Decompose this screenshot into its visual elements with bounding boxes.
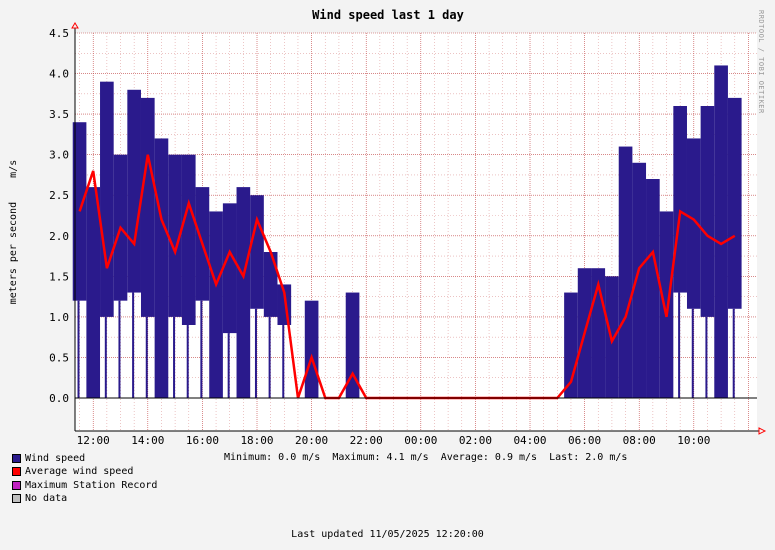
x-tick-label: 08:00 <box>623 434 656 447</box>
wind-speed-bar <box>72 122 87 301</box>
wind-speed-bar <box>714 65 728 398</box>
wind-speed-gust <box>678 292 681 398</box>
legend-swatch <box>12 494 21 504</box>
legend-label: Wind speed <box>25 453 86 464</box>
wind-speed-bar <box>673 106 687 293</box>
x-tick-label: 02:00 <box>459 434 492 447</box>
legend: Wind speed Average wind speed Maximum St… <box>12 452 157 505</box>
y-tick-label: 4.5 <box>49 27 69 40</box>
wind-speed-gust <box>268 316 271 398</box>
x-tick-labels: 12:00 14:00 16:00 18:00 20:00 22:00 00:00 02:00… <box>77 434 711 447</box>
wind-speed-bar <box>304 300 319 398</box>
legend-item-wind-speed: Wind speed <box>12 452 157 465</box>
wind-speed-bar <box>100 81 114 317</box>
wind-speed-gust <box>104 316 107 398</box>
x-tick-label: 18:00 <box>240 434 273 447</box>
wind-speed-bar <box>140 97 155 317</box>
wind-speed-gust <box>145 316 148 398</box>
wind-speed-bar <box>222 203 237 334</box>
wind-speed-gust <box>186 325 189 398</box>
legend-label: Average wind speed <box>25 466 134 478</box>
y-tick-label: 1.0 <box>49 311 69 324</box>
wind-speed-gust <box>691 308 694 398</box>
legend-swatch <box>12 467 21 477</box>
wind-speed-bar <box>727 97 742 309</box>
x-tick-label: 16:00 <box>186 434 219 447</box>
wind-speed-bar <box>209 211 223 398</box>
wind-speed-gust <box>282 325 285 398</box>
wind-speed-gust <box>77 300 80 398</box>
wind-speed-bar <box>686 138 701 309</box>
chart-title: Wind speed last 1 day <box>312 8 464 22</box>
x-tick-label: 06:00 <box>568 434 601 447</box>
wind-speed-bar <box>154 138 169 398</box>
wind-speed-bar <box>250 195 264 309</box>
wind-speed-bar <box>345 292 360 398</box>
wind-speed-bar <box>236 187 251 398</box>
x-tick-label: 14:00 <box>131 434 164 447</box>
wind-speed-bar <box>86 187 101 398</box>
y-axis-label: meters per second m/s <box>8 160 19 305</box>
rrdtool-credit: RRDTOOL / TOBI OETIKER <box>757 10 765 114</box>
x-tick-label: 22:00 <box>350 434 383 447</box>
y-tick-labels: 0.0 0.5 1.0 1.5 2.0 2.5 3.0 3.5 4.0 4.5 <box>49 27 69 405</box>
wind-speed-gust <box>173 316 176 398</box>
y-tick-label: 0.0 <box>49 392 69 405</box>
legend-label: No data <box>25 492 68 504</box>
wind-speed-gust <box>705 316 708 398</box>
summary-stats: Minimum: 0.0 m/s Maximum: 4.1 m/s Averag… <box>224 452 628 463</box>
x-tick-label: 20:00 <box>295 434 328 447</box>
x-tick-label: 04:00 <box>513 434 546 447</box>
wind-speed-gust <box>732 308 735 398</box>
y-tick-label: 3.0 <box>49 149 69 162</box>
wind-speed-gust <box>118 300 121 398</box>
wind-speed-gust <box>254 308 257 398</box>
y-tick-label: 4.0 <box>49 68 69 81</box>
x-tick-label: 12:00 <box>77 434 110 447</box>
wind-speed-bar <box>632 162 647 398</box>
wind-speed-bar <box>646 179 660 398</box>
wind-speed-bar <box>181 154 196 325</box>
legend-swatch <box>12 480 21 490</box>
legend-label: Maximum Station Record <box>25 479 158 491</box>
y-tick-label: 2.0 <box>49 230 69 243</box>
x-tick-label: 00:00 <box>404 434 437 447</box>
wind-speed-bar <box>263 252 278 317</box>
y-tick-label: 0.5 <box>49 351 69 364</box>
wind-speed-gust <box>200 300 203 398</box>
legend-item-max-record: Maximum Station Record <box>12 479 157 492</box>
wind-speed-bar <box>168 154 182 317</box>
wind-speed-bar <box>659 211 674 398</box>
wind-speed-bar <box>700 106 715 317</box>
wind-speed-gust <box>227 333 230 398</box>
axes <box>71 22 767 435</box>
y-axis-arrow <box>71 22 79 29</box>
wind-speed-bar <box>618 146 633 398</box>
y-tick-label: 1.5 <box>49 270 69 283</box>
y-tick-label: 3.5 <box>49 108 69 121</box>
x-tick-label: 10:00 <box>677 434 710 447</box>
x-axis-arrow <box>758 427 767 435</box>
legend-item-average: Average wind speed <box>12 465 157 478</box>
legend-item-no-data: No data <box>12 492 157 505</box>
wind-speed-bar <box>127 89 141 293</box>
legend-swatch <box>12 454 21 464</box>
wind-speed-gust <box>132 292 135 398</box>
y-tick-label: 2.5 <box>49 189 69 202</box>
last-updated: Last updated 11/05/2025 12:20:00 <box>291 529 484 540</box>
